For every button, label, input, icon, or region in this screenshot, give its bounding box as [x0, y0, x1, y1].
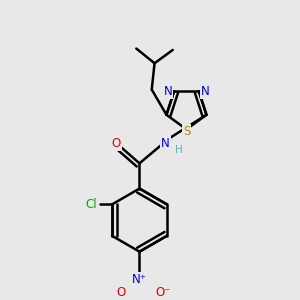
- Text: S: S: [183, 124, 190, 138]
- Text: Cl: Cl: [85, 198, 97, 211]
- Text: N: N: [161, 137, 170, 150]
- Text: O⁻: O⁻: [155, 286, 171, 299]
- Text: N⁺: N⁺: [132, 272, 147, 286]
- Text: N: N: [164, 85, 172, 98]
- Text: N: N: [201, 85, 209, 98]
- Text: O: O: [111, 137, 121, 150]
- Text: H: H: [175, 146, 183, 155]
- Text: O: O: [117, 286, 126, 299]
